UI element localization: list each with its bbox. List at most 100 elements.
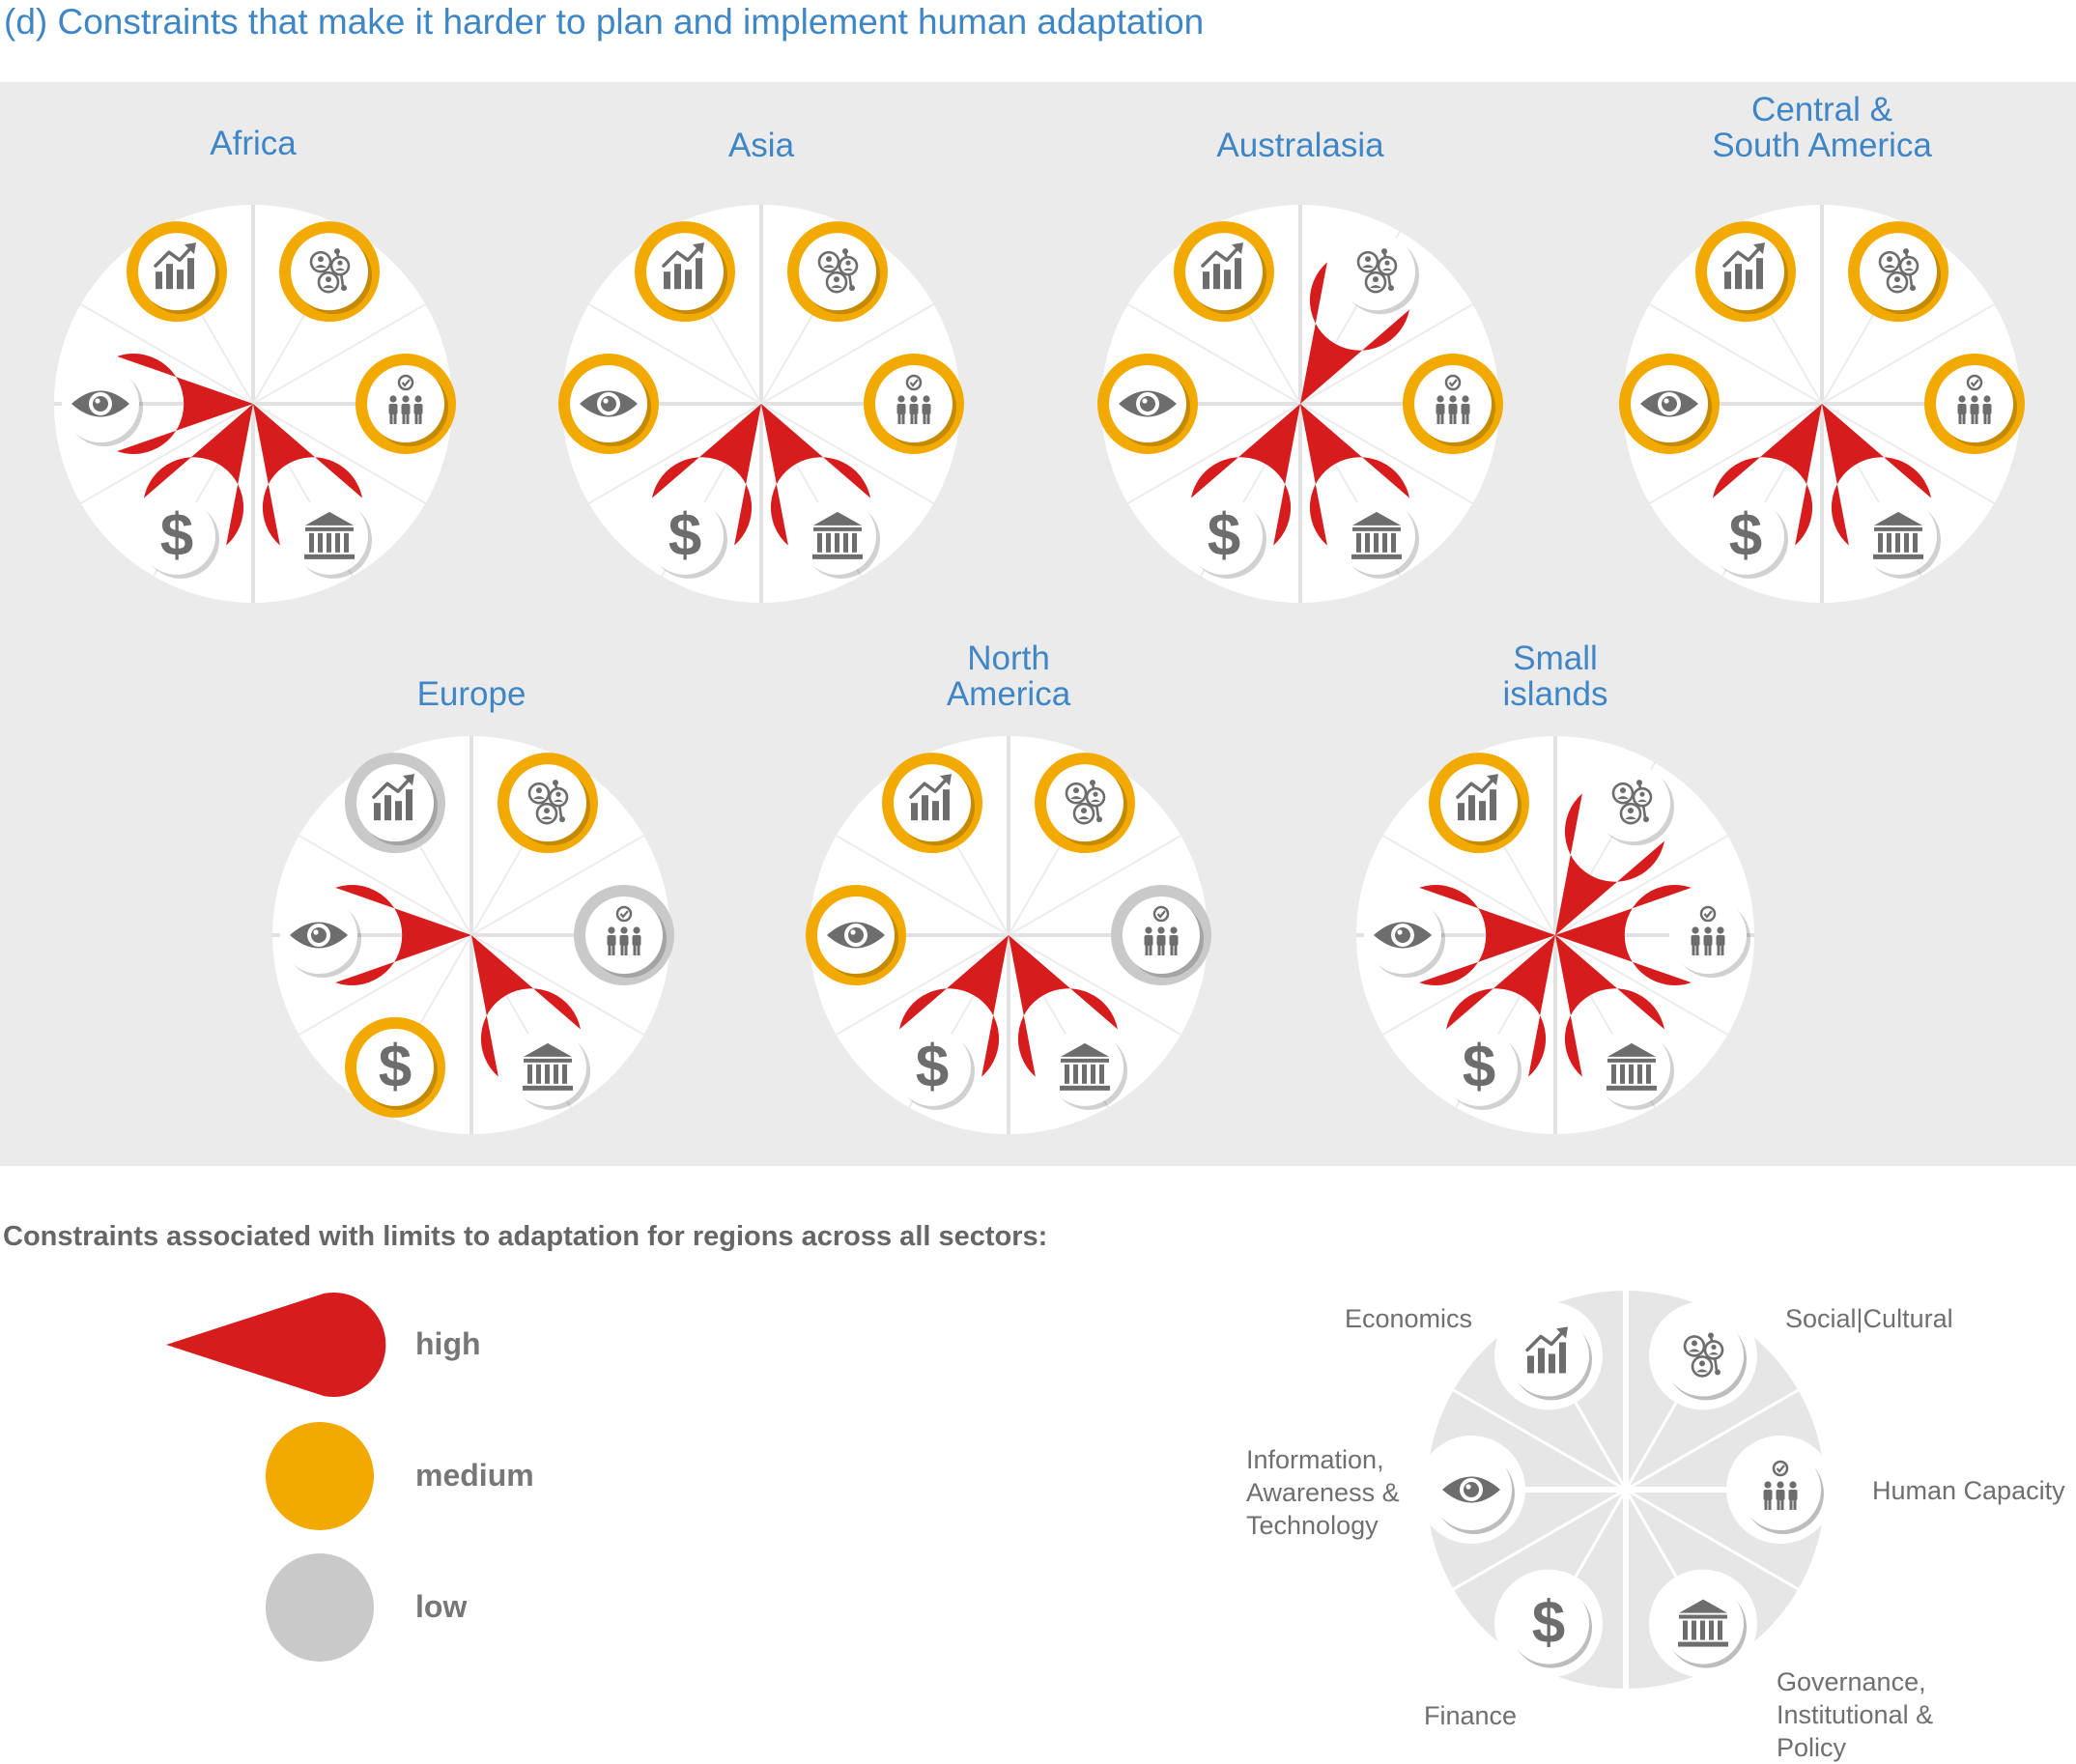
region-title-line: Asia <box>728 127 795 164</box>
information-marker <box>558 354 659 454</box>
key-label: Information, Awareness & Technology <box>1246 1445 1400 1540</box>
finance-marker <box>345 1016 445 1118</box>
region-diagram <box>558 205 964 603</box>
region-diagram <box>1619 205 2025 603</box>
wheel-divider <box>1127 403 1301 504</box>
high-petal <box>1009 935 1118 1077</box>
legend-medium-swatch <box>266 1422 374 1530</box>
wheel-divider <box>1127 303 1301 405</box>
finance-marker <box>1185 404 1300 579</box>
legend-item-medium: medium <box>266 1422 534 1530</box>
region-title-line: North <box>967 640 1050 677</box>
region-title-line: islands <box>1503 675 1608 713</box>
legend-item-low: low <box>266 1553 467 1662</box>
information-marker <box>806 885 906 985</box>
finance-marker <box>894 935 1009 1110</box>
wheel-divider <box>836 835 1010 936</box>
governance-marker <box>471 935 590 1110</box>
high-petal <box>1446 935 1555 1077</box>
regions-layer: Africa Asia Australasia Central & South Amer… <box>54 91 2025 1134</box>
governance-marker <box>761 404 880 579</box>
social-marker <box>1300 233 1419 404</box>
high-petal <box>335 885 471 985</box>
economics-marker <box>1695 221 1796 323</box>
key-divider <box>1452 1388 1627 1492</box>
dollar-icon <box>378 1033 412 1100</box>
wheel-divider <box>1649 403 1823 504</box>
governance-marker <box>253 404 372 579</box>
high-petal <box>1300 262 1409 404</box>
key-label: Social|Cultural <box>1785 1304 1953 1333</box>
region-title: Australasia <box>1216 127 1384 164</box>
region-diagram <box>806 736 1211 1134</box>
social-marker <box>1848 221 1948 323</box>
social-marker <box>1555 764 1674 935</box>
legend-high-swatch <box>166 1293 386 1397</box>
wheel-divider <box>80 403 254 504</box>
wheel-divider <box>760 403 934 504</box>
dollar-icon <box>668 501 702 569</box>
dollar-icon <box>159 501 194 569</box>
wheel-divider <box>1554 835 1728 936</box>
high-petal <box>1555 935 1664 1077</box>
constraint-key-diagram: Economics Social|Cultural Human Capacity Go… <box>1246 1291 2065 1762</box>
wheel-divider <box>1299 403 1473 504</box>
wheel-divider <box>80 303 254 405</box>
governance-marker <box>1555 935 1674 1110</box>
wheel-divider <box>1649 303 1823 405</box>
key-human: Human Capacity <box>1726 1436 2065 1544</box>
legend-label: high <box>415 1326 481 1361</box>
key-label: Finance <box>1424 1701 1517 1730</box>
high-petal <box>1713 404 1822 546</box>
legend-label: low <box>415 1589 467 1624</box>
wheel-divider <box>299 934 472 1036</box>
economics-marker <box>882 753 982 854</box>
human-marker <box>355 354 456 454</box>
information-marker <box>280 885 471 985</box>
wheel-divider <box>1821 303 1995 405</box>
legend-layer: high medium low <box>166 1293 534 1662</box>
region-title-line: Central & <box>1751 91 1892 128</box>
information-marker <box>62 354 253 455</box>
region-title: Asia <box>728 127 795 164</box>
wheel-divider <box>588 403 762 504</box>
economics-marker <box>345 753 445 854</box>
key-label: Economics <box>1345 1304 1472 1333</box>
region-title-line: Small <box>1513 640 1598 677</box>
region-title-line: America <box>947 675 1071 713</box>
wheel-divider <box>1008 934 1181 1036</box>
high-petal <box>1300 404 1409 546</box>
region-title: Small islands <box>1503 640 1608 713</box>
high-petal <box>144 404 253 546</box>
region-title-line: South America <box>1712 127 1932 164</box>
finance-marker <box>1707 404 1822 579</box>
wheel-divider <box>1554 934 1728 1036</box>
legend-low-swatch <box>266 1553 374 1662</box>
finance-marker <box>138 404 253 579</box>
economics-marker <box>1429 753 1529 854</box>
governance-marker <box>1300 404 1419 579</box>
region-title-line: Europe <box>417 675 526 713</box>
wheel-divider <box>1382 835 1556 936</box>
wheel-divider <box>1299 303 1473 405</box>
key-label: Human Capacity <box>1872 1476 2065 1505</box>
human-marker <box>1555 885 1750 985</box>
wheel-divider <box>836 934 1010 1036</box>
region-title: Africa <box>210 125 297 162</box>
wheel-divider <box>760 303 934 405</box>
region-title-line: Africa <box>210 125 297 162</box>
information-marker <box>1364 885 1555 985</box>
governance-marker <box>1009 935 1127 1110</box>
high-petal <box>117 354 253 455</box>
high-petal <box>1555 793 1664 935</box>
region-diagram <box>272 736 674 1134</box>
wheel-divider <box>470 934 644 1036</box>
region-diagram <box>1097 205 1503 603</box>
finance-marker <box>1440 935 1555 1110</box>
dollar-icon <box>1531 1589 1566 1657</box>
economics-marker <box>635 221 735 323</box>
wheel-divider <box>1008 835 1181 936</box>
legend-label: medium <box>415 1458 534 1493</box>
wheel-divider <box>470 835 644 936</box>
